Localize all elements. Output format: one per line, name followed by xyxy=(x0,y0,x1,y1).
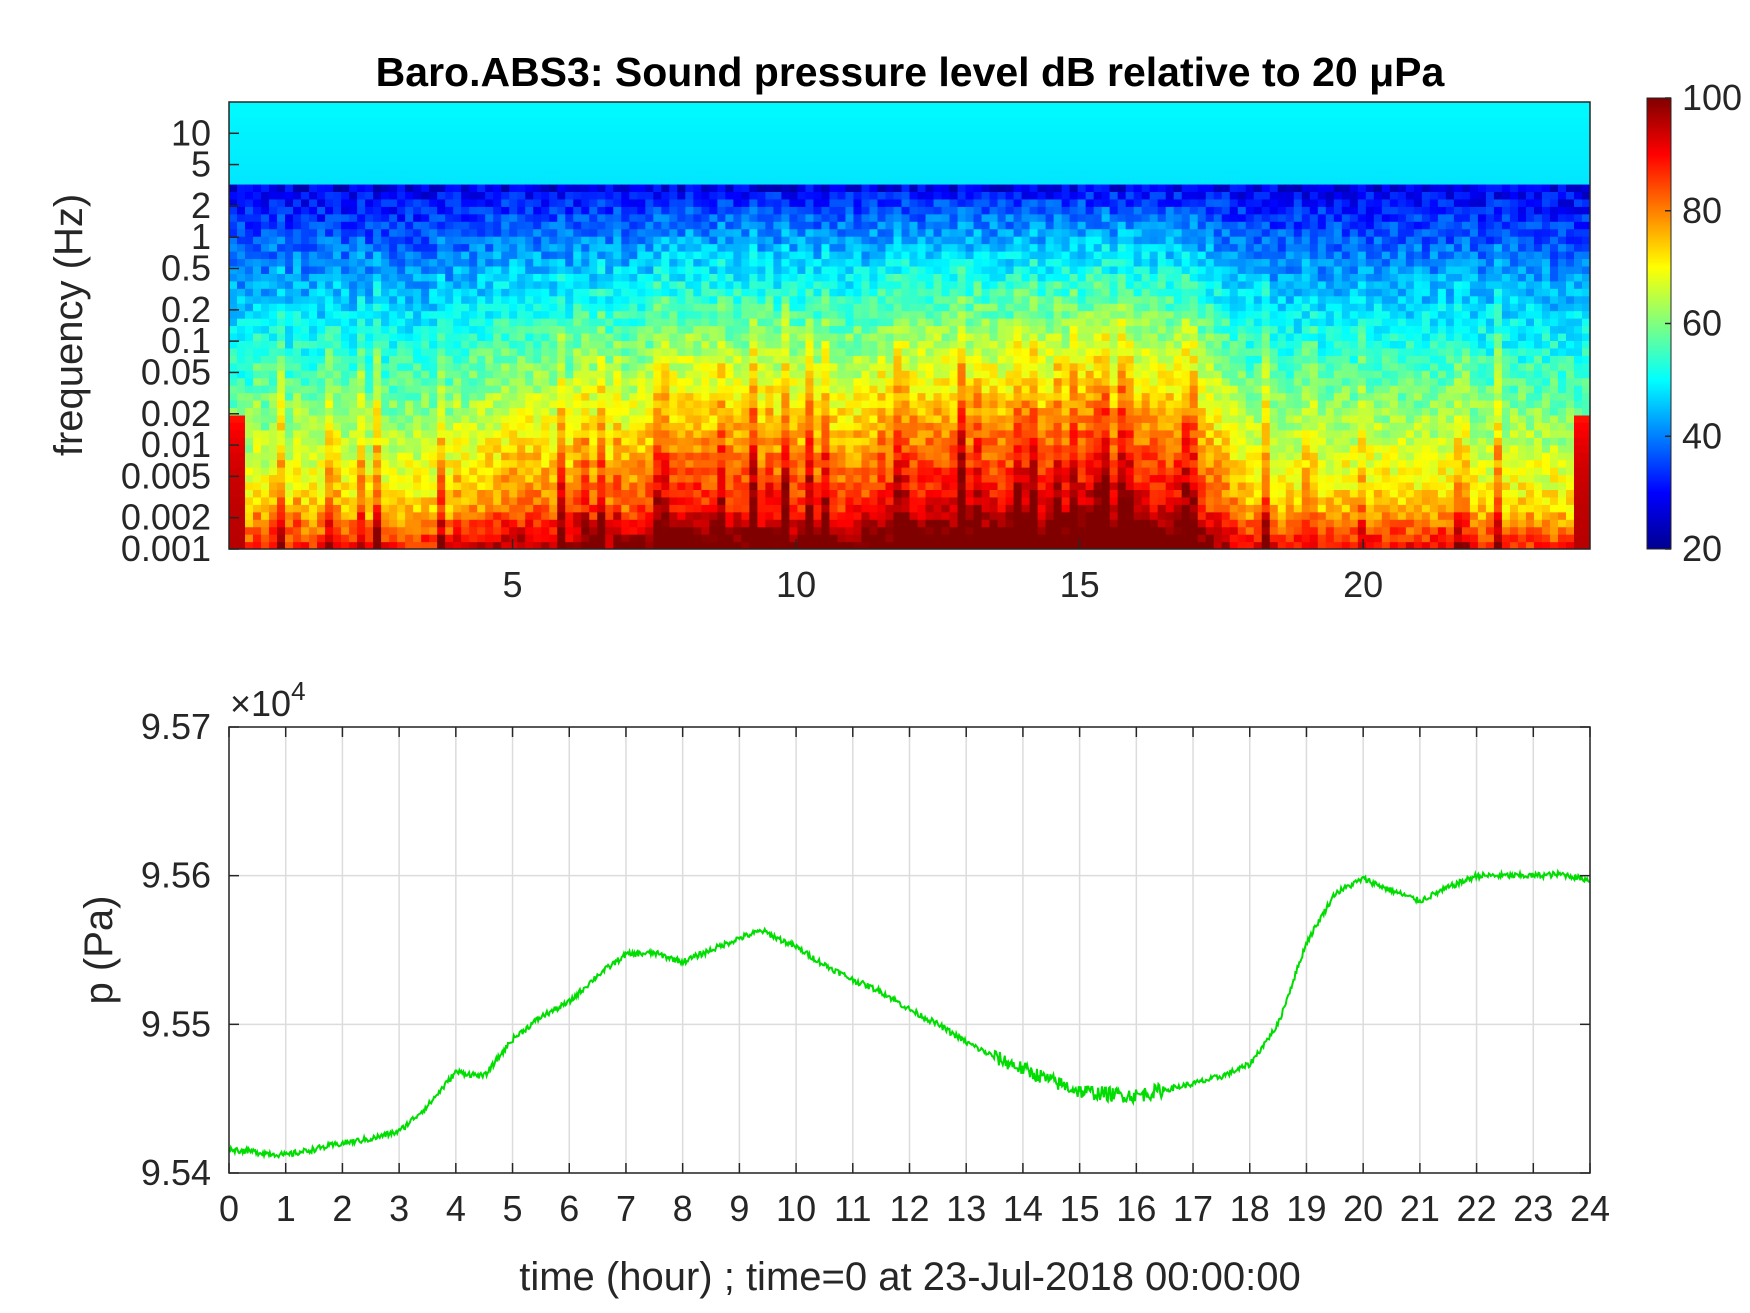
pressure-panel: 0 1 2 3 4 5 6 7 8 9 10 11 12 13 14 15 16 17 18 19 20 21 22 23 24… xyxy=(77,676,1610,1299)
spectrogram-ylabel: frequency (Hz) xyxy=(47,194,91,456)
colorbar-ticks: 20 40 60 80 100 xyxy=(1665,77,1742,569)
spectrogram-x-tick-label: 15 xyxy=(1060,564,1100,605)
colorbar-tick-label: 40 xyxy=(1682,415,1722,456)
spectrogram-frame xyxy=(228,101,1591,550)
spectrogram-x-tick-label: 10 xyxy=(776,564,816,605)
colorbar-tick-label: 80 xyxy=(1682,190,1722,231)
pressure-x-tick-label: 5 xyxy=(503,1188,523,1229)
pressure-x-tick-label: 9 xyxy=(729,1188,749,1229)
pressure-x-tick-label: 14 xyxy=(1003,1188,1043,1229)
pressure-x-tick-label: 0 xyxy=(219,1188,239,1229)
spectrogram-y-tick-label: 0.005 xyxy=(121,455,211,496)
pressure-y-tick-label: 9.54 xyxy=(141,1152,211,1193)
pressure-series-line xyxy=(229,868,1590,1160)
pressure-xlabel: time (hour) ; time=0 at 23-Jul-2018 00:0… xyxy=(519,1255,1301,1299)
pressure-x-tick-label: 6 xyxy=(559,1188,579,1229)
pressure-x-tick-label: 18 xyxy=(1230,1188,1270,1229)
pressure-x-tick-label: 24 xyxy=(1570,1188,1610,1229)
spectrogram-y-tick-label: 0.002 xyxy=(121,497,211,538)
pressure-x-tick-label: 8 xyxy=(673,1188,693,1229)
pressure-x-tick-label: 19 xyxy=(1286,1188,1326,1229)
pressure-x-tick-label: 7 xyxy=(616,1188,636,1229)
colorbar-tick-label: 60 xyxy=(1682,303,1722,344)
spectrogram-heatmap xyxy=(229,102,1590,549)
spectrogram-y-tick-label: 0.02 xyxy=(141,393,211,434)
spectrogram-y-tick-label: 1 xyxy=(191,216,211,257)
pressure-y-tick-label: 9.55 xyxy=(141,1003,211,1044)
pressure-x-tick-label: 13 xyxy=(946,1188,986,1229)
pressure-x-tick-label: 11 xyxy=(834,1188,871,1229)
pressure-x-tick-label: 20 xyxy=(1343,1188,1383,1229)
pressure-x-tick-label: 1 xyxy=(276,1188,296,1229)
y-exponent-label: ×104 xyxy=(230,676,306,724)
spectrogram-y-tick-label: 2 xyxy=(191,185,211,226)
pressure-x-tick-label: 2 xyxy=(332,1188,352,1229)
spectrogram-y-tick-label: 10 xyxy=(171,112,211,153)
pressure-x-tick-label: 16 xyxy=(1116,1188,1156,1229)
pressure-x-tick-label: 10 xyxy=(776,1188,816,1229)
pressure-x-tick-label: 21 xyxy=(1400,1188,1440,1229)
pressure-x-tick-label: 15 xyxy=(1060,1188,1100,1229)
pressure-y-tick-label: 9.56 xyxy=(141,855,211,896)
spectrogram-y-tick-label: 0.01 xyxy=(141,424,211,465)
spectrogram-y-tick-label: 0.2 xyxy=(161,289,211,330)
spectrogram-x-tick-label: 20 xyxy=(1343,564,1383,605)
spectrogram-y-tick-label: 0.001 xyxy=(121,528,211,569)
spectrogram-y-tick-label: 0.1 xyxy=(161,320,211,361)
pressure-x-tick-label: 17 xyxy=(1173,1188,1213,1229)
pressure-y-ticks: 9.54 9.55 9.56 9.57 xyxy=(141,706,1590,1193)
colorbar: 20 40 60 80 100 xyxy=(1646,77,1742,569)
y-exponent-value: 4 xyxy=(291,676,305,706)
spectrogram-x-tick-label: 5 xyxy=(503,564,523,605)
colorbar-tick-label: 100 xyxy=(1682,77,1742,118)
pressure-x-tick-label: 23 xyxy=(1513,1188,1553,1229)
spectrogram-panel: Baro.ABS3: Sound pressure level dB relat… xyxy=(47,49,1591,605)
colorbar-tick-label: 20 xyxy=(1682,528,1722,569)
pressure-x-tick-label: 4 xyxy=(446,1188,466,1229)
spectrogram-y-tick-label: 5 xyxy=(191,144,211,185)
spectrogram-y-ticks: 0.0010.0020.0050.010.020.050.10.20.51251… xyxy=(121,112,239,569)
pressure-x-ticks: 0 1 2 3 4 5 6 7 8 9 10 11 12 13 14 15 16 17 18 19 20 21 22 23 24 xyxy=(219,727,1610,1229)
spectrogram-title: Baro.ABS3: Sound pressure level dB relat… xyxy=(376,49,1446,95)
pressure-x-tick-label: 22 xyxy=(1457,1188,1497,1229)
spectrogram-x-ticks: 5 10 15 20 xyxy=(503,539,1383,605)
pressure-x-tick-label: 12 xyxy=(889,1188,929,1229)
spectrogram-y-tick-label: 0.05 xyxy=(141,351,211,392)
pressure-y-tick-label: 9.57 xyxy=(141,706,211,747)
pressure-ylabel: p (Pa) xyxy=(77,896,121,1005)
spectrogram-y-tick-label: 0.5 xyxy=(161,247,211,288)
pressure-x-tick-label: 3 xyxy=(389,1188,409,1229)
